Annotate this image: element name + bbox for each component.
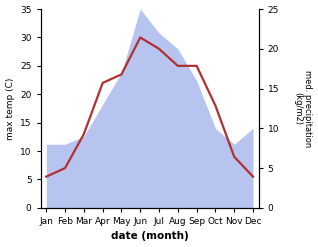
Y-axis label: max temp (C): max temp (C) bbox=[5, 77, 15, 140]
X-axis label: date (month): date (month) bbox=[111, 231, 189, 242]
Y-axis label: med. precipitation
(kg/m2): med. precipitation (kg/m2) bbox=[293, 70, 313, 147]
